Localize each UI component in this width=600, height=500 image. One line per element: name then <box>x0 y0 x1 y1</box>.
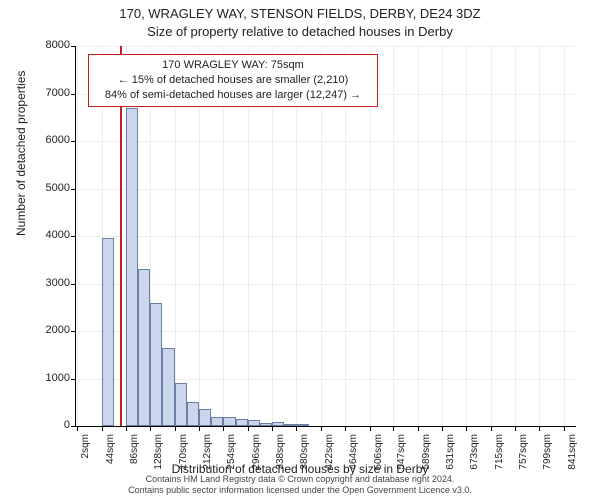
xtick-label: 212sqm <box>202 434 213 484</box>
gridline-v <box>442 46 443 426</box>
xtick-label: 631sqm <box>445 434 456 484</box>
xtick-mark <box>345 426 346 431</box>
xtick-mark <box>150 426 151 431</box>
xtick-mark <box>296 426 297 431</box>
gridline-v <box>418 46 419 426</box>
histogram-bar <box>102 238 114 426</box>
gridline-v <box>77 46 78 426</box>
histogram-bar <box>248 420 260 426</box>
gridline-v <box>491 46 492 426</box>
ytick-mark <box>71 46 76 47</box>
xtick-label: 296sqm <box>251 434 262 484</box>
xtick-mark <box>442 426 443 431</box>
xtick-label: 799sqm <box>542 434 553 484</box>
xtick-label: 589sqm <box>421 434 432 484</box>
footer-line2: Contains public sector information licen… <box>0 485 600 496</box>
annotation-line: ← 15% of detached houses are smaller (2,… <box>95 73 371 88</box>
xtick-label: 128sqm <box>153 434 164 484</box>
annotation-box: 170 WRAGLEY WAY: 75sqm← 15% of detached … <box>88 54 378 107</box>
xtick-label: 86sqm <box>129 434 140 484</box>
xtick-label: 715sqm <box>494 434 505 484</box>
xtick-mark <box>199 426 200 431</box>
gridline-v <box>564 46 565 426</box>
xtick-mark <box>223 426 224 431</box>
xtick-label: 757sqm <box>518 434 529 484</box>
xtick-mark <box>370 426 371 431</box>
xtick-mark <box>491 426 492 431</box>
ytick-mark <box>71 189 76 190</box>
ytick-label: 3000 <box>30 277 70 289</box>
chart-title-line1: 170, WRAGLEY WAY, STENSON FIELDS, DERBY,… <box>0 6 600 21</box>
xtick-mark <box>564 426 565 431</box>
histogram-bar <box>138 269 150 426</box>
ytick-label: 2000 <box>30 324 70 336</box>
ytick-label: 8000 <box>30 39 70 51</box>
xtick-label: 464sqm <box>348 434 359 484</box>
histogram-bar <box>211 417 223 427</box>
ytick-mark <box>71 141 76 142</box>
xtick-mark <box>321 426 322 431</box>
xtick-mark <box>515 426 516 431</box>
xtick-label: 170sqm <box>178 434 189 484</box>
histogram-bar <box>284 424 296 426</box>
xtick-mark <box>272 426 273 431</box>
xtick-mark <box>539 426 540 431</box>
histogram-bar <box>223 417 235 426</box>
histogram-bar <box>150 303 162 427</box>
xtick-mark <box>126 426 127 431</box>
histogram-bar <box>236 419 248 426</box>
xtick-label: 422sqm <box>324 434 335 484</box>
ytick-label: 5000 <box>30 182 70 194</box>
ytick-label: 4000 <box>30 229 70 241</box>
gridline-v <box>539 46 540 426</box>
xtick-mark <box>466 426 467 431</box>
xtick-label: 254sqm <box>226 434 237 484</box>
xtick-label: 380sqm <box>299 434 310 484</box>
gridline-v <box>466 46 467 426</box>
xtick-label: 841sqm <box>567 434 578 484</box>
ytick-mark <box>71 236 76 237</box>
xtick-mark <box>393 426 394 431</box>
xtick-label: 547sqm <box>396 434 407 484</box>
ytick-mark <box>71 426 76 427</box>
histogram-bar <box>175 383 187 426</box>
gridline-v <box>515 46 516 426</box>
chart-title-line2: Size of property relative to detached ho… <box>0 24 600 39</box>
y-axis-label: Number of detached properties <box>14 71 28 236</box>
histogram-bar <box>296 424 308 426</box>
xtick-mark <box>77 426 78 431</box>
xtick-mark <box>175 426 176 431</box>
xtick-mark <box>418 426 419 431</box>
xtick-label: 673sqm <box>469 434 480 484</box>
ytick-label: 1000 <box>30 372 70 384</box>
ytick-mark <box>71 284 76 285</box>
xtick-label: 2sqm <box>80 434 91 484</box>
gridline-v <box>393 46 394 426</box>
histogram-bar <box>199 409 211 426</box>
histogram-bar <box>126 108 138 426</box>
histogram-bar <box>162 348 174 426</box>
xtick-label: 506sqm <box>373 434 384 484</box>
annotation-line: 170 WRAGLEY WAY: 75sqm <box>95 58 371 73</box>
annotation-line: 84% of semi-detached houses are larger (… <box>95 88 371 103</box>
histogram-bar <box>272 422 284 426</box>
ytick-mark <box>71 379 76 380</box>
histogram-bar <box>187 402 199 426</box>
histogram-bar <box>260 423 272 426</box>
xtick-mark <box>102 426 103 431</box>
ytick-mark <box>71 331 76 332</box>
xtick-mark <box>248 426 249 431</box>
ytick-label: 6000 <box>30 134 70 146</box>
ytick-label: 7000 <box>30 87 70 99</box>
xtick-label: 44sqm <box>105 434 116 484</box>
ytick-mark <box>71 94 76 95</box>
xtick-label: 338sqm <box>275 434 286 484</box>
ytick-label: 0 <box>30 419 70 431</box>
